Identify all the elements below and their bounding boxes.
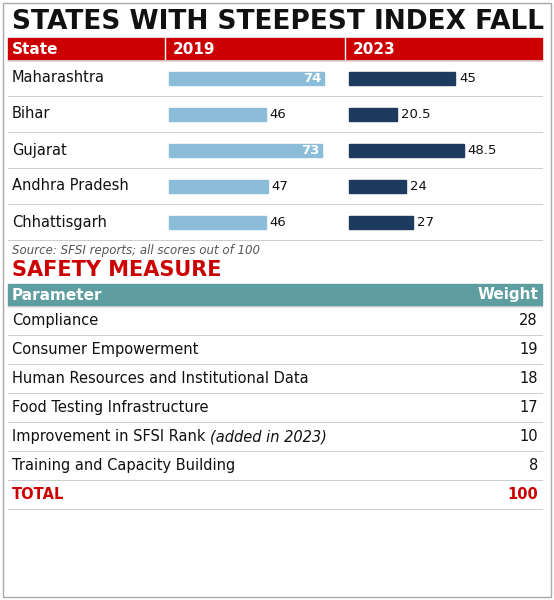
Text: 47: 47 bbox=[271, 179, 289, 193]
Text: TOTAL: TOTAL bbox=[12, 487, 64, 502]
Bar bbox=[169, 179, 268, 193]
Text: 17: 17 bbox=[520, 400, 538, 415]
Text: 10: 10 bbox=[520, 429, 538, 444]
Text: Gujarat: Gujarat bbox=[12, 142, 66, 157]
Bar bbox=[169, 143, 322, 157]
Text: Bihar: Bihar bbox=[12, 107, 50, 121]
Text: SAFETY MEASURE: SAFETY MEASURE bbox=[12, 260, 222, 280]
Text: Compliance: Compliance bbox=[12, 313, 98, 328]
Bar bbox=[169, 71, 325, 85]
Text: 27: 27 bbox=[417, 215, 434, 229]
Bar bbox=[169, 215, 265, 229]
Text: STATES WITH STEEPEST INDEX FALL: STATES WITH STEEPEST INDEX FALL bbox=[12, 9, 544, 35]
Text: Chhattisgarh: Chhattisgarh bbox=[12, 214, 107, 229]
Bar bbox=[349, 215, 413, 229]
Text: Improvement in SFSI Rank: Improvement in SFSI Rank bbox=[12, 429, 210, 444]
Bar bbox=[349, 179, 406, 193]
Text: 100: 100 bbox=[507, 487, 538, 502]
Text: 18: 18 bbox=[520, 371, 538, 386]
Text: 45: 45 bbox=[459, 71, 476, 85]
Text: 19: 19 bbox=[520, 342, 538, 357]
Text: Training and Capacity Building: Training and Capacity Building bbox=[12, 458, 235, 473]
Text: Food Testing Infrastructure: Food Testing Infrastructure bbox=[12, 400, 208, 415]
Text: 74: 74 bbox=[303, 71, 321, 85]
Bar bbox=[349, 143, 464, 157]
Text: 8: 8 bbox=[529, 458, 538, 473]
Text: 24: 24 bbox=[410, 179, 427, 193]
Text: Maharashtra: Maharashtra bbox=[12, 70, 105, 85]
Text: Source: SFSI reports; all scores out of 100: Source: SFSI reports; all scores out of … bbox=[12, 244, 260, 257]
Text: Human Resources and Institutional Data: Human Resources and Institutional Data bbox=[12, 371, 309, 386]
Text: Parameter: Parameter bbox=[12, 287, 102, 302]
Text: 2023: 2023 bbox=[353, 41, 396, 56]
Text: Consumer Empowerment: Consumer Empowerment bbox=[12, 342, 198, 357]
Bar bbox=[349, 71, 455, 85]
Text: 28: 28 bbox=[520, 313, 538, 328]
Text: 2019: 2019 bbox=[173, 41, 216, 56]
Text: Andhra Pradesh: Andhra Pradesh bbox=[12, 179, 129, 193]
Bar bbox=[169, 107, 265, 121]
Bar bbox=[8, 38, 542, 60]
Text: 46: 46 bbox=[270, 107, 286, 121]
Bar bbox=[8, 284, 542, 306]
Text: Weight: Weight bbox=[477, 287, 538, 302]
Text: 20.5: 20.5 bbox=[402, 107, 431, 121]
Text: (added in 2023): (added in 2023) bbox=[210, 429, 327, 444]
Bar bbox=[349, 107, 397, 121]
Text: State: State bbox=[12, 41, 59, 56]
Text: 46: 46 bbox=[270, 215, 286, 229]
Text: 48.5: 48.5 bbox=[468, 143, 497, 157]
Text: 73: 73 bbox=[301, 143, 319, 157]
